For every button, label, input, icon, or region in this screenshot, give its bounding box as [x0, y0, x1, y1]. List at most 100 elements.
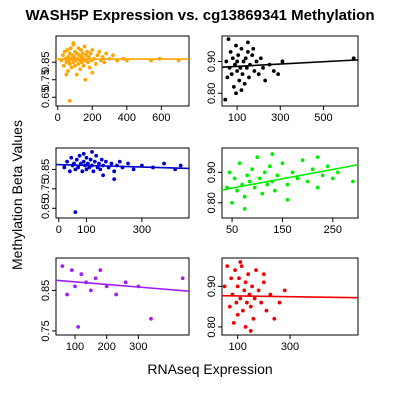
data-point — [270, 152, 275, 156]
data-point — [260, 191, 265, 196]
data-point — [231, 320, 236, 325]
data-point — [74, 72, 79, 77]
data-point — [87, 165, 92, 170]
data-point — [86, 60, 90, 65]
data-point — [227, 304, 232, 309]
data-point — [256, 72, 261, 77]
panel-6: 100 300 0.80 0.90 — [206, 257, 359, 353]
data-point — [65, 48, 70, 52]
data-point — [265, 182, 270, 187]
data-point — [272, 188, 277, 193]
data-point — [227, 170, 232, 175]
data-point — [246, 272, 251, 277]
trend-line — [55, 163, 190, 170]
data-point — [88, 288, 93, 293]
data-point — [112, 169, 117, 174]
data-point — [76, 62, 81, 66]
y-tick-label: 0.75 — [40, 320, 52, 341]
data-point — [101, 173, 106, 178]
data-point — [224, 59, 229, 64]
data-point — [178, 163, 183, 168]
data-point — [65, 159, 69, 164]
x-tick-label: 100 — [229, 341, 247, 353]
data-point — [261, 65, 265, 70]
data-point — [258, 56, 263, 61]
data-point — [88, 157, 93, 162]
data-point — [239, 88, 244, 92]
data-point — [69, 268, 74, 273]
data-point — [81, 151, 86, 156]
y-tick-label: 0.85 — [40, 52, 52, 73]
data-point — [222, 284, 227, 289]
data-point — [248, 304, 253, 309]
y-tick-label: 0.75 — [40, 178, 52, 199]
data-point — [98, 268, 103, 273]
data-point — [104, 284, 109, 289]
data-point — [84, 155, 89, 160]
data-point — [225, 75, 230, 80]
trend-line — [55, 279, 190, 293]
data-point — [81, 159, 86, 164]
data-point — [250, 284, 254, 289]
data-point — [71, 41, 76, 45]
data-point — [229, 72, 234, 77]
x-tick-label: 0 — [56, 224, 62, 236]
data-point — [255, 155, 260, 160]
data-point — [74, 157, 79, 162]
data-point — [264, 308, 269, 313]
x-tick-label: 200 — [97, 341, 115, 353]
y-tick-label: 0.90 — [206, 276, 218, 297]
data-point — [91, 169, 96, 174]
data-point — [90, 70, 95, 75]
data-point — [234, 43, 238, 48]
data-point — [72, 55, 77, 59]
data-point — [123, 280, 128, 285]
data-point — [238, 260, 243, 264]
x-tick-label: 100 — [66, 341, 84, 353]
data-point — [114, 292, 119, 297]
data-point — [315, 185, 320, 190]
data-point — [81, 63, 86, 68]
data-point — [282, 288, 287, 293]
panel-3: 0 100 300 0.650.750.85 — [40, 147, 190, 236]
data-point — [241, 59, 246, 64]
data-point — [228, 50, 233, 54]
data-point — [78, 67, 83, 72]
x-tick-label: 400 — [118, 112, 136, 124]
data-point — [223, 97, 228, 102]
data-point — [246, 40, 250, 45]
trend-line — [221, 163, 359, 191]
x-tick-label: 50 — [226, 224, 238, 236]
data-point — [248, 329, 253, 333]
y-tick-label: 0.80 — [206, 316, 218, 337]
data-point — [95, 53, 100, 58]
data-point — [251, 46, 256, 51]
data-point — [79, 48, 83, 52]
data-point — [244, 65, 249, 70]
data-point — [250, 53, 255, 57]
data-point — [243, 324, 248, 329]
x-tick-label: 100 — [228, 112, 246, 124]
data-point — [285, 182, 290, 187]
data-point — [239, 264, 244, 269]
data-point — [235, 59, 240, 64]
data-point — [76, 324, 81, 329]
plot-frame — [55, 257, 190, 336]
x-tick-label: 200 — [83, 112, 101, 124]
data-point — [93, 276, 98, 281]
data-point — [261, 272, 266, 277]
data-point — [285, 197, 290, 202]
data-point — [67, 169, 72, 174]
data-point — [247, 75, 251, 80]
plot-frame — [221, 35, 359, 107]
data-point — [97, 49, 102, 54]
data-point — [229, 276, 234, 281]
data-point — [242, 288, 247, 293]
data-point — [275, 173, 280, 178]
data-point — [86, 55, 91, 59]
data-point — [237, 276, 241, 281]
data-point — [67, 62, 72, 66]
data-point — [66, 55, 70, 59]
data-point — [232, 176, 237, 181]
x-tick-label: 0 — [55, 112, 61, 124]
